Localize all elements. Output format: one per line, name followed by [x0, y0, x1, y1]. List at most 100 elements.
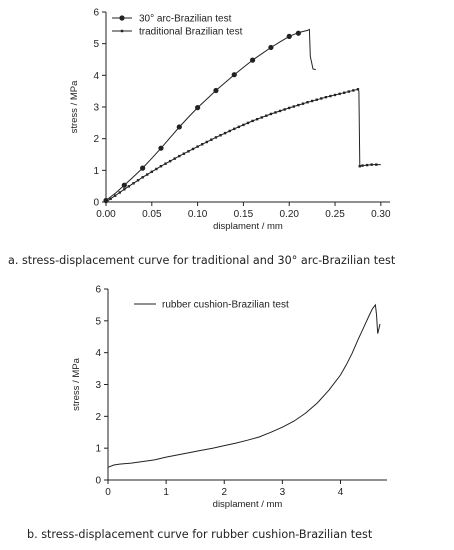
data-point — [136, 179, 140, 182]
data-point — [118, 191, 121, 194]
data-point — [278, 109, 282, 113]
data-point — [219, 134, 222, 137]
data-point — [176, 124, 182, 130]
x-axis-title: displament / mm — [213, 499, 283, 510]
data-point — [347, 90, 350, 93]
data-point — [159, 165, 163, 168]
data-point — [158, 145, 164, 151]
data-point — [292, 105, 296, 108]
x-tick-label: 0.20 — [279, 209, 299, 220]
data-point — [242, 123, 245, 127]
y-tick-label: 4 — [93, 71, 99, 82]
legend-label: traditional Brazilian test — [139, 27, 243, 38]
data-point — [233, 127, 236, 131]
data-point — [223, 131, 227, 135]
legend-marker — [119, 15, 125, 21]
data-point — [140, 165, 146, 171]
data-point — [182, 152, 186, 155]
data-point — [251, 119, 254, 123]
data-point — [178, 154, 181, 158]
data-point — [283, 108, 286, 111]
data-point — [361, 164, 364, 167]
data-point — [342, 91, 346, 94]
chart-a: 0 1 2 3 4 5 6 0.00 0.05 0.10 0.15 0.20 0.25 0.30 displ… — [69, 8, 391, 233]
y-tick-label: 0 — [93, 198, 99, 209]
x-tick-label: 0 — [105, 487, 111, 498]
y-tick-label: 1 — [95, 444, 101, 455]
y-tick-label: 4 — [95, 348, 101, 359]
data-point — [333, 93, 337, 97]
data-point — [132, 182, 135, 185]
y-tick-label: 3 — [93, 103, 99, 114]
caption-b: b. stress-displacement curve for rubber … — [27, 528, 373, 541]
data-point — [196, 145, 199, 148]
x-tick-label: 0.05 — [142, 209, 162, 220]
x-axis-title: displament / mm — [213, 221, 283, 232]
data-point — [315, 98, 318, 101]
data-point — [205, 140, 208, 144]
data-point — [195, 105, 201, 111]
data-point — [370, 163, 373, 166]
data-point — [168, 159, 172, 163]
data-point — [228, 129, 231, 133]
data-point — [121, 182, 127, 188]
legend-label: 30° arc-Brazilian test — [139, 14, 232, 25]
y-axis-title: stress / MPa — [69, 80, 80, 134]
data-point — [113, 194, 117, 197]
data-point — [173, 157, 176, 160]
data-point — [329, 94, 332, 98]
y-tick-label: 2 — [93, 134, 99, 145]
x-tick-label: 0.10 — [188, 209, 208, 220]
y-tick-label: 5 — [95, 316, 101, 327]
series-line — [105, 88, 381, 203]
data-point — [265, 114, 268, 117]
legend-marker — [120, 29, 124, 33]
data-point — [164, 162, 167, 165]
data-point — [310, 99, 314, 103]
data-point — [103, 197, 109, 204]
legend-label: rubber cushion-Brazilian test — [162, 300, 289, 311]
data-point — [274, 111, 277, 114]
data-point — [268, 44, 274, 51]
data-point — [269, 112, 273, 116]
data-point — [123, 188, 126, 191]
y-tick-label: 0 — [95, 476, 101, 487]
caption-a: a. stress-displacement curve for traditi… — [8, 254, 396, 267]
data-point — [104, 200, 108, 204]
y-tick-label: 6 — [93, 8, 99, 19]
y-tick-label: 3 — [95, 380, 101, 391]
series-line — [107, 303, 381, 468]
data-point — [338, 92, 341, 96]
y-tick-label: 5 — [93, 39, 99, 50]
data-point — [358, 165, 361, 168]
data-point — [155, 167, 158, 171]
x-tick-label: 1 — [163, 487, 169, 498]
data-point — [237, 125, 241, 129]
data-point — [231, 72, 237, 78]
data-point — [187, 150, 190, 153]
data-point — [295, 30, 301, 36]
y-tick-label: 1 — [93, 166, 99, 177]
data-point — [210, 138, 213, 141]
x-tick-label: 4 — [338, 487, 344, 498]
data-point — [375, 163, 378, 166]
y-axis-title: stress / MPa — [71, 357, 82, 411]
data-point — [246, 121, 250, 125]
data-point — [255, 117, 259, 121]
data-point — [301, 102, 305, 105]
data-point — [356, 88, 360, 91]
x-tick-label: 0.30 — [371, 209, 391, 220]
data-point — [150, 170, 154, 173]
x-tick-label: 3 — [280, 487, 286, 498]
data-point — [249, 57, 256, 63]
data-point — [214, 136, 218, 139]
data-point — [200, 143, 204, 146]
y-tick-label: 6 — [95, 285, 101, 296]
data-point — [306, 101, 309, 104]
data-point — [213, 87, 219, 94]
data-point — [127, 185, 131, 188]
data-point — [260, 116, 263, 119]
data-point — [109, 197, 112, 201]
data-point — [365, 163, 369, 167]
data-point — [352, 89, 355, 92]
